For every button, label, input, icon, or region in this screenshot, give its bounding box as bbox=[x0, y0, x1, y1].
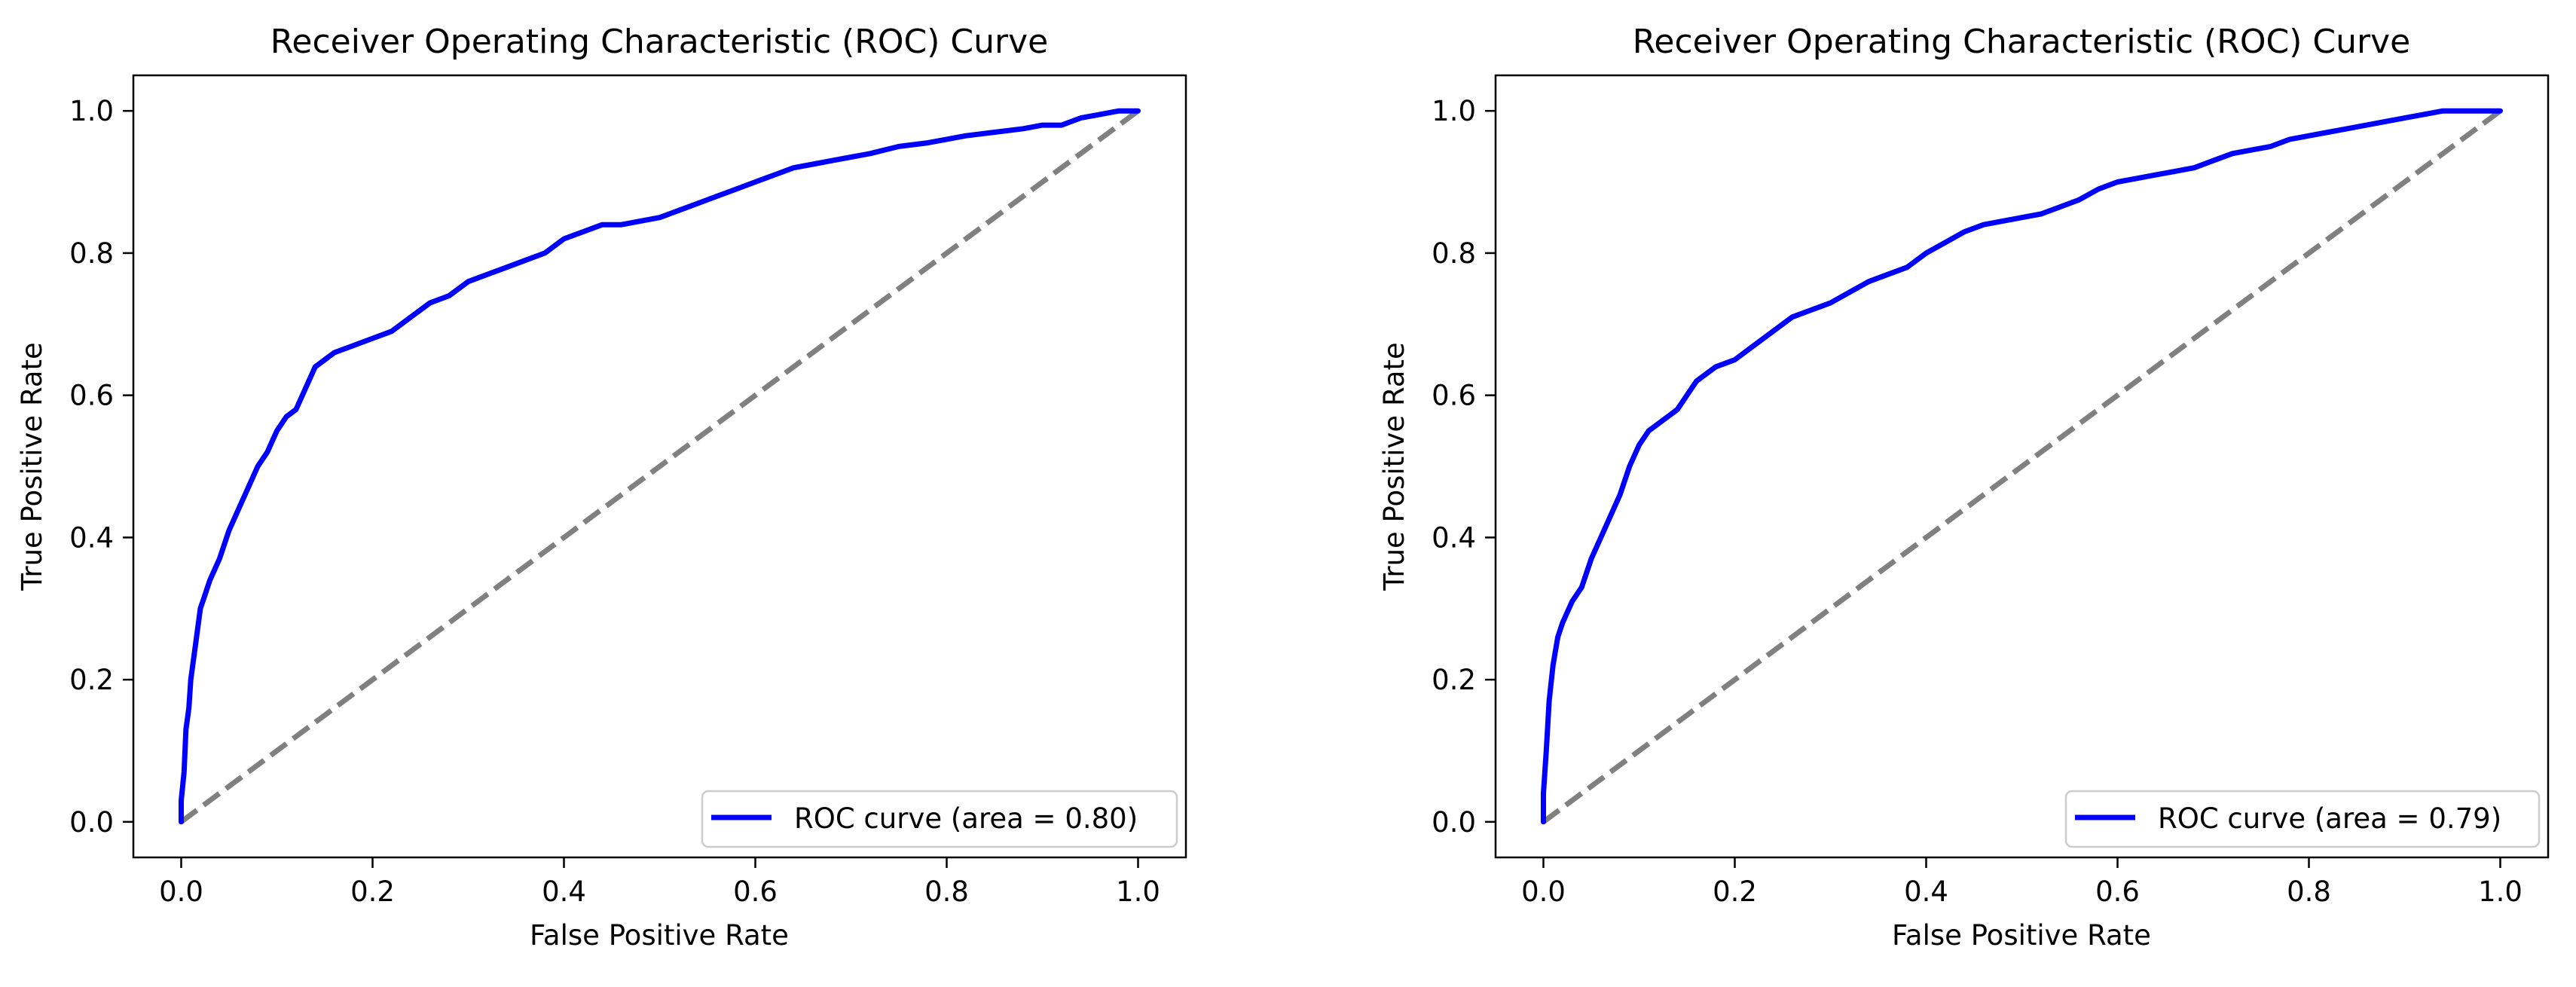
y-tick-label: 0.8 bbox=[1432, 237, 1476, 270]
x-tick-label: 0.8 bbox=[924, 875, 969, 908]
y-axis-label: True Positive Rate bbox=[16, 342, 48, 591]
chart-title: Receiver Operating Characteristic (ROC) … bbox=[1633, 23, 2410, 61]
x-tick-label: 0.8 bbox=[2287, 875, 2331, 908]
x-tick-label: 1.0 bbox=[2478, 875, 2523, 908]
x-tick-label: 0.0 bbox=[159, 875, 203, 908]
y-axis-label: True Positive Rate bbox=[1378, 342, 1410, 591]
x-axis-label: False Positive Rate bbox=[530, 919, 789, 952]
legend-box bbox=[2064, 790, 2541, 848]
roc-curve-line bbox=[179, 108, 1141, 825]
x-tick-label: 0.6 bbox=[733, 875, 778, 908]
legend-box bbox=[701, 790, 1178, 848]
y-tick-label: 0.4 bbox=[69, 521, 114, 554]
y-axis-ticks: 0.0 0.2 0.4 0.6 0.8 1.0 bbox=[1432, 95, 1496, 839]
legend: ROC curve (area = 0.80) bbox=[701, 790, 1178, 848]
y-tick-label: 0.2 bbox=[69, 664, 114, 696]
plot-area bbox=[1541, 108, 2503, 825]
legend: ROC curve (area = 0.79) bbox=[2064, 790, 2541, 848]
y-tick-label: 0.4 bbox=[1432, 521, 1476, 554]
x-tick-label: 0.0 bbox=[1521, 875, 1566, 908]
axes-frame bbox=[132, 74, 1187, 859]
x-tick-label: 0.4 bbox=[1904, 875, 1948, 908]
chart-title: Receiver Operating Characteristic (ROC) … bbox=[270, 23, 1048, 61]
x-axis-ticks: 0.0 0.2 0.4 0.6 0.8 1.0 bbox=[1521, 857, 2523, 908]
y-axis-ticks: 0.0 0.2 0.4 0.6 0.8 1.0 bbox=[69, 95, 133, 839]
y-tick-label: 1.0 bbox=[69, 95, 114, 127]
y-tick-label: 0.0 bbox=[69, 806, 114, 839]
legend-label: ROC curve (area = 0.80) bbox=[794, 802, 1138, 835]
roc-chart-left: Receiver Operating Characteristic (ROC) … bbox=[16, 23, 1187, 952]
x-tick-label: 0.2 bbox=[1713, 875, 1757, 908]
x-axis-label: False Positive Rate bbox=[1892, 919, 2151, 952]
plot-area bbox=[179, 108, 1141, 825]
roc-chart-right: Receiver Operating Characteristic (ROC) … bbox=[1378, 23, 2550, 952]
roc-curve-line bbox=[1541, 108, 2503, 825]
y-tick-label: 1.0 bbox=[1432, 95, 1476, 127]
y-tick-label: 0.6 bbox=[1432, 380, 1476, 412]
x-tick-label: 1.0 bbox=[1116, 875, 1160, 908]
diagonal-reference-line bbox=[1542, 108, 2502, 824]
diagonal-reference-line bbox=[179, 108, 1140, 824]
y-tick-label: 0.0 bbox=[1432, 806, 1476, 839]
legend-label: ROC curve (area = 0.79) bbox=[2158, 802, 2501, 835]
y-tick-label: 0.6 bbox=[69, 380, 114, 412]
x-tick-label: 0.6 bbox=[2095, 875, 2140, 908]
x-axis-ticks: 0.0 0.2 0.4 0.6 0.8 1.0 bbox=[159, 857, 1160, 908]
y-tick-label: 0.2 bbox=[1432, 664, 1476, 696]
y-tick-label: 0.8 bbox=[69, 237, 114, 270]
axes-frame bbox=[1494, 74, 2550, 859]
x-tick-label: 0.2 bbox=[350, 875, 395, 908]
x-tick-label: 0.4 bbox=[542, 875, 586, 908]
